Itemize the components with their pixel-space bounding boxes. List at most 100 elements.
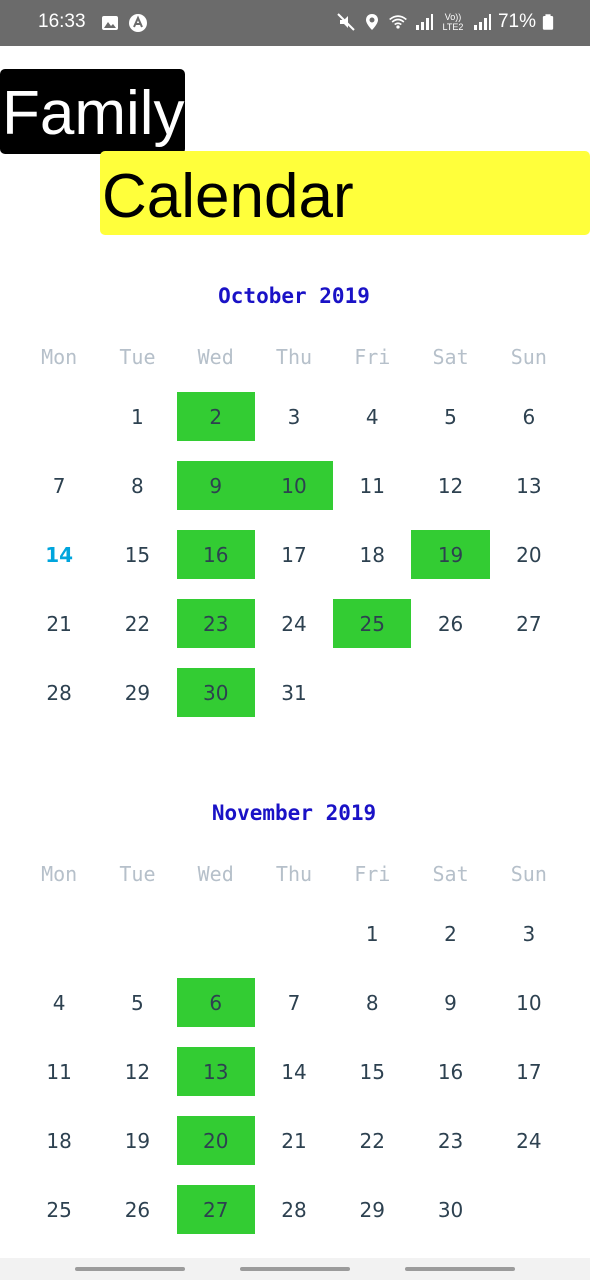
calendar-grid: 1 2 3 4 5 6 7 8 9 10 11 12 13 14 15 16 17 18 19 20 21 22 23 24 2… (20, 392, 568, 737)
calendar-day[interactable]: 12 (437, 473, 464, 498)
calendar-day[interactable]: 17 (281, 542, 307, 567)
calendar-day[interactable]: 12 (124, 1059, 151, 1084)
calendar-day[interactable]: 23 (437, 1128, 464, 1153)
calendar-day[interactable]: 22 (359, 1128, 385, 1153)
calendar-day[interactable]: 22 (124, 611, 151, 636)
navigation-bar (0, 1258, 590, 1280)
calendar-day[interactable]: 7 (287, 990, 301, 1015)
calendar-day[interactable]: 20 (176, 1116, 255, 1165)
calendar-day[interactable]: 10 (516, 990, 542, 1015)
calendar-empty-cell (177, 909, 255, 958)
calendar-day[interactable]: 4 (365, 404, 379, 429)
calendar-day[interactable]: 30 (176, 668, 255, 717)
calendar-week-row: 11 12 13 14 15 16 17 (20, 1047, 568, 1116)
nav-recents-button[interactable] (75, 1267, 185, 1271)
calendar-day[interactable]: 7 (52, 473, 66, 498)
calendar-day[interactable]: 6 (522, 404, 536, 429)
title-family: Family (0, 69, 185, 154)
calendar-day[interactable]: 28 (46, 680, 72, 705)
weekday-sun: Sun (510, 862, 547, 886)
calendar-week-row: 21 22 23 24 25 26 27 (20, 599, 568, 668)
calendar-day[interactable]: 6 (176, 978, 255, 1027)
calendar-day[interactable]: 2 (444, 921, 457, 946)
calendar-day[interactable]: 29 (124, 680, 151, 705)
calendar-week-row: 14 15 16 17 18 19 20 (20, 530, 568, 599)
month-title: October 2019 (218, 284, 370, 308)
month-title: November 2019 (211, 801, 377, 825)
calendar-week-row: 18 19 20 21 22 23 24 (20, 1116, 568, 1185)
weekday-mon: Mon (41, 345, 78, 369)
title-calendar: Calendar (100, 151, 590, 235)
calendar-day[interactable]: 11 (359, 473, 385, 498)
calendar-empty-cell (20, 909, 98, 958)
calendar-day[interactable]: 25 (333, 599, 412, 648)
calendar-day[interactable]: 27 (176, 1185, 255, 1234)
calendar-day[interactable]: 14 (281, 1059, 307, 1084)
calendar-week-row: 4 5 6 7 8 9 10 (20, 978, 568, 1047)
calendar-week-row: 1 2 3 (20, 909, 568, 978)
status-time: 16:33 (38, 11, 86, 32)
calendar-day[interactable]: 1 (131, 404, 144, 429)
location-icon (365, 14, 378, 30)
calendar-day[interactable]: 16 (437, 1059, 464, 1084)
calendar-day[interactable]: 26 (437, 611, 464, 636)
volte-label: Vo)) LTE2 (442, 12, 464, 32)
calendar-day[interactable]: 20 (516, 542, 542, 567)
calendar-week-row: 7 8 9 10 11 12 13 (20, 461, 568, 530)
calendar-day[interactable]: 8 (365, 990, 379, 1015)
calendar-day[interactable]: 17 (516, 1059, 542, 1084)
calendar-empty-cell (333, 668, 411, 717)
calendar-day[interactable]: 24 (516, 1128, 542, 1153)
calendar-day[interactable]: 21 (46, 611, 72, 636)
calendar-day[interactable]: 19 (411, 530, 490, 579)
calendar-day[interactable]: 25 (46, 1197, 72, 1222)
app-icon (129, 14, 147, 32)
calendar-day[interactable]: 15 (124, 542, 151, 567)
weekday-sat: Sat (432, 345, 469, 369)
weekday-thu: Thu (275, 862, 313, 886)
calendar-day[interactable]: 9 (444, 990, 457, 1015)
calendar-empty-cell (255, 909, 333, 958)
calendar-day[interactable]: 11 (46, 1059, 72, 1084)
calendar-day[interactable]: 4 (52, 990, 66, 1015)
calendar-grid: 1 2 3 4 5 6 7 8 9 10 11 12 13 14 15 16 17 18 19 20 21 22 23 24 2… (20, 909, 568, 1254)
weekday-fri: Fri (354, 862, 391, 886)
calendar-day[interactable]: 27 (516, 611, 542, 636)
calendar-day[interactable]: 10 (254, 461, 334, 510)
calendar-day[interactable]: 5 (444, 404, 457, 429)
calendar-day[interactable]: 9 (176, 461, 255, 510)
weekday-header: Mon Tue Wed Thu Fri Sat Sun (20, 345, 568, 369)
mute-icon (337, 13, 355, 31)
calendar-day[interactable]: 8 (131, 473, 144, 498)
image-icon (102, 16, 118, 30)
calendar-empty-cell (20, 392, 98, 441)
calendar-day[interactable]: 13 (516, 473, 542, 498)
calendar-day[interactable]: 19 (124, 1128, 151, 1153)
weekday-tue: Tue (119, 345, 156, 369)
signal-icon (473, 14, 491, 30)
calendar-day[interactable]: 26 (124, 1197, 151, 1222)
calendar-day[interactable]: 2 (176, 392, 255, 441)
calendar-day[interactable]: 28 (281, 1197, 307, 1222)
nav-home-button[interactable] (240, 1267, 350, 1271)
calendar-day[interactable]: 3 (522, 921, 536, 946)
calendar-day[interactable]: 16 (176, 530, 255, 579)
calendar-empty-cell (490, 668, 568, 717)
calendar-day[interactable]: 15 (359, 1059, 385, 1084)
nav-back-button[interactable] (405, 1267, 515, 1271)
calendar-day[interactable]: 29 (359, 1197, 385, 1222)
calendar-day[interactable]: 5 (131, 990, 144, 1015)
calendar-day[interactable]: 18 (359, 542, 385, 567)
calendar-day[interactable]: 14 (45, 542, 74, 567)
calendar-day[interactable]: 31 (281, 680, 307, 705)
calendar-day[interactable]: 1 (365, 921, 379, 946)
calendar-day[interactable]: 18 (46, 1128, 72, 1153)
weekday-tue: Tue (119, 862, 156, 886)
calendar-day[interactable]: 21 (281, 1128, 307, 1153)
weekday-sun: Sun (510, 345, 547, 369)
calendar-day[interactable]: 23 (176, 599, 255, 648)
calendar-day[interactable]: 24 (281, 611, 307, 636)
calendar-day[interactable]: 13 (176, 1047, 255, 1096)
calendar-day[interactable]: 30 (437, 1197, 464, 1222)
calendar-day[interactable]: 3 (287, 404, 301, 429)
